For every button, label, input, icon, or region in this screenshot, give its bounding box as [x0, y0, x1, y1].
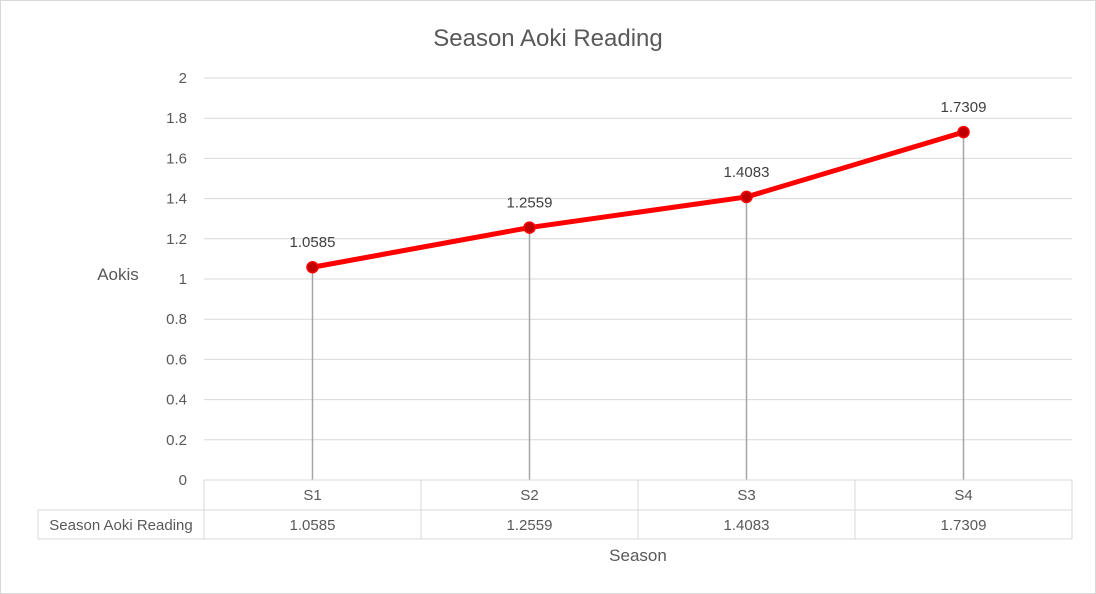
x-category-label: S1: [303, 487, 321, 504]
table-value-cell: 1.2559: [507, 517, 553, 534]
data-point: [957, 125, 970, 139]
data-table: S1 1.0585 S2 1.2559 S3 1.4083 S4 1.7309 Season A…: [37, 479, 1073, 540]
y-tick-label: 2: [179, 70, 187, 87]
data-label: 1.7309: [941, 99, 987, 116]
table-value-cell: 1.4083: [724, 517, 770, 534]
data-point: [306, 260, 319, 274]
x-axis-label: Season: [609, 546, 667, 565]
chart-title: Season Aoki Reading: [433, 25, 663, 52]
y-tick-label: 1.2: [166, 231, 187, 248]
data-label: 1.0585: [290, 234, 336, 251]
table-value-cell: 1.7309: [941, 517, 987, 534]
y-tick-label: 1.8: [166, 110, 187, 127]
x-category-label: S4: [954, 487, 972, 504]
y-tick-label: 0.4: [166, 392, 187, 409]
y-axis-ticks: 0 0.2 0.4 0.6 0.8 1 1.2 1.4 1.6 1.8 2: [166, 70, 187, 489]
y-tick-label: 0.8: [166, 311, 187, 328]
data-point: [740, 190, 753, 204]
series-line: [310, 129, 966, 270]
x-category-label: S3: [737, 487, 755, 504]
y-tick-label: 1.6: [166, 150, 187, 167]
table-value-cell: 1.0585: [290, 517, 336, 534]
drop-lines: [311, 132, 965, 480]
y-tick-label: 0.6: [166, 351, 187, 368]
y-tick-label: 0.2: [166, 432, 187, 449]
y-tick-label: 1.4: [166, 191, 187, 208]
y-tick-label: 0: [179, 472, 187, 489]
series-layer: 1.0585 1.2559 1.4083 1.7309: [290, 99, 987, 274]
table-series-name: Season Aoki Reading: [49, 517, 192, 534]
y-axis-label: Aokis: [97, 265, 139, 284]
data-label: 1.4083: [724, 164, 770, 181]
data-label: 1.2559: [507, 195, 553, 212]
x-category-label: S2: [520, 487, 538, 504]
gridlines: [204, 77, 1072, 441]
data-point: [523, 221, 536, 234]
y-tick-label: 1: [179, 271, 187, 288]
